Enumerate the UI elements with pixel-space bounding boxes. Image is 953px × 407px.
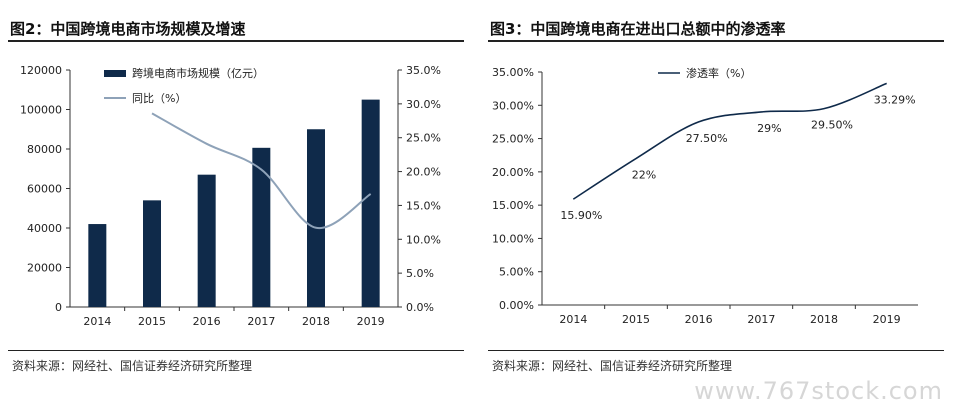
y-tick-label: 0: [55, 301, 62, 314]
left-chart-canvas: 0 20000 40000 60000 80000 100000 120000 0.0% 5.0…: [20, 64, 441, 328]
x-tick-label: 2018: [302, 315, 330, 328]
x-tick-label: 2016: [685, 313, 713, 326]
x-tick-label: 2015: [622, 313, 650, 326]
data-label: 15.90%: [560, 209, 602, 222]
data-label: 27.50%: [686, 132, 728, 145]
y-tick-label: 25.00%: [492, 133, 534, 146]
bar: [143, 200, 161, 307]
y-tick-label: 60000: [27, 183, 62, 196]
x-tick-label: 2014: [83, 315, 111, 328]
watermark: www.767stock.com: [694, 377, 943, 405]
x-tick-label: 2017: [747, 313, 775, 326]
right-chart-title: 图3：中国跨境电商在进出口总额中的渗透率: [488, 16, 944, 42]
right-chart-panel: 图3：中国跨境电商在进出口总额中的渗透率 0.00% 5.00% 10.00% 15.…: [488, 0, 944, 380]
y-tick-label: 10.00%: [492, 232, 534, 245]
penetration-line: [572, 82, 887, 200]
y2-tick-label: 35.0%: [406, 64, 441, 77]
y-tick-label: 35.00%: [492, 66, 534, 79]
y2-tick-label: 5.0%: [406, 267, 434, 280]
y-tick-label: 20.00%: [492, 166, 534, 179]
x-tick-label: 2015: [138, 315, 166, 328]
right-chart-source: 资料来源：网经社、国信证券经济研究所整理: [488, 350, 944, 374]
y2-tick-label: 30.0%: [406, 98, 441, 111]
y-tick-label: 15.00%: [492, 199, 534, 212]
left-chart-panel: 图2：中国跨境电商市场规模及增速 0 20000 40000 60000 80000 10…: [8, 0, 464, 380]
bar: [307, 129, 325, 307]
y-tick-label: 120000: [20, 64, 62, 77]
y-tick-label: 40000: [27, 222, 62, 235]
growth-line: [151, 112, 372, 229]
data-label: 22%: [632, 169, 656, 182]
legend-bar-swatch: [104, 70, 126, 77]
bar: [197, 174, 216, 307]
y-tick-label: 80000: [27, 143, 62, 156]
x-tick-label: 2018: [810, 313, 838, 326]
data-label: 29%: [757, 122, 781, 135]
data-label: 33.29%: [874, 93, 916, 106]
y-tick-label: 30.00%: [492, 99, 534, 112]
x-tick-label: 2019: [357, 315, 385, 328]
legend-line-label: 同比（%）: [132, 92, 186, 105]
x-tick-label: 2017: [247, 315, 275, 328]
x-tick-label: 2014: [559, 313, 587, 326]
y-tick-label: 20000: [27, 262, 62, 275]
y2-tick-label: 10.0%: [406, 233, 441, 246]
bar: [361, 99, 380, 307]
bar: [252, 147, 271, 307]
legend-label: 渗透率（%）: [686, 66, 751, 80]
y-tick-label: 0.00%: [499, 299, 534, 312]
y2-tick-label: 20.0%: [406, 166, 441, 179]
left-chart-title: 图2：中国跨境电商市场规模及增速: [8, 16, 464, 42]
y2-tick-label: 25.0%: [406, 132, 441, 145]
right-chart-canvas: 0.00% 5.00% 10.00% 15.00% 20.00% 25.00% 30.00%…: [492, 66, 918, 326]
bar: [88, 224, 107, 307]
x-tick-label: 2019: [873, 313, 901, 326]
left-chart-source: 资料来源：网经社、国信证券经济研究所整理: [8, 350, 464, 374]
data-label: 29.50%: [811, 119, 853, 132]
x-tick-label: 2016: [193, 315, 221, 328]
y-tick-label: 100000: [20, 104, 62, 117]
y-tick-label: 5.00%: [499, 266, 534, 279]
y2-tick-label: 15.0%: [406, 199, 441, 212]
legend-bar-label: 跨境电商市场规模（亿元）: [132, 66, 264, 80]
y2-tick-label: 0.0%: [406, 301, 434, 314]
